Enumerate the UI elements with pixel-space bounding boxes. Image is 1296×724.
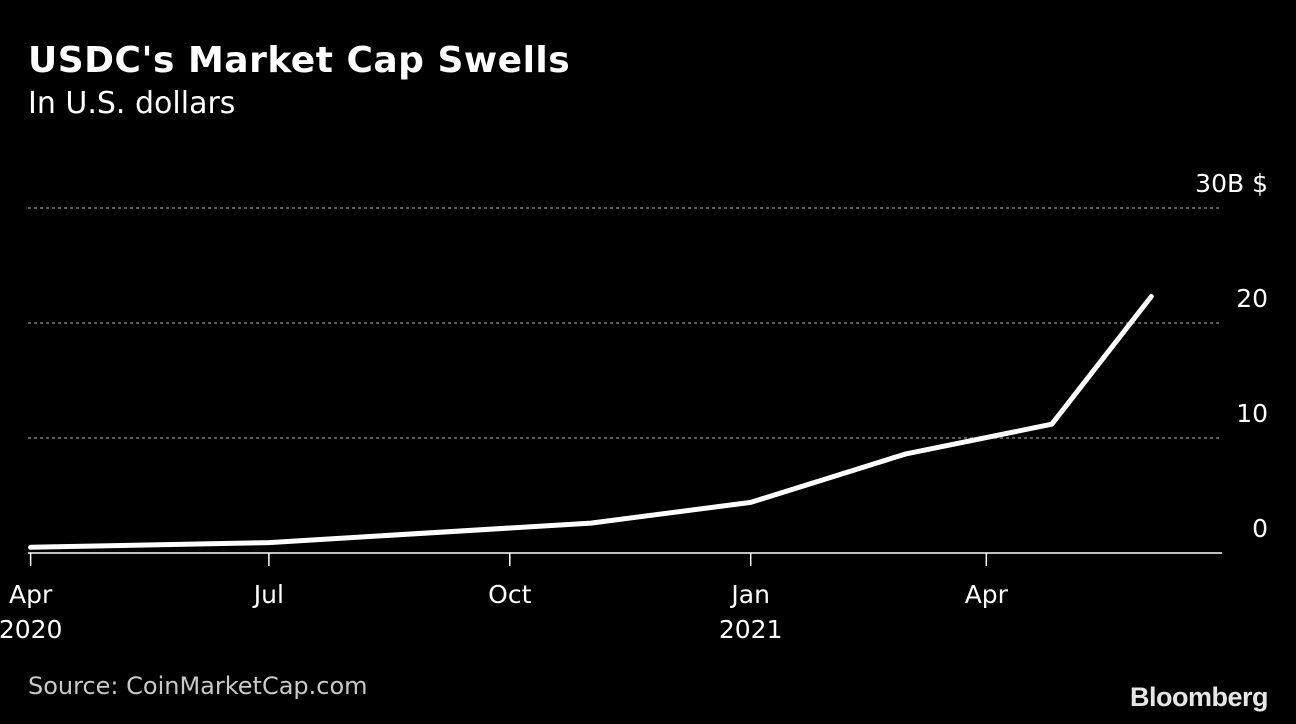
y-tick-label: 0 (1252, 514, 1268, 543)
series-line (28, 294, 1154, 550)
y-tick-label: 30B $ (1195, 169, 1268, 198)
series-layer (28, 294, 1154, 550)
y-tick-label: 20 (1236, 284, 1268, 313)
x-axis: Apr 2020 Jul Oct Jan 2021 Apr (0, 553, 1009, 644)
chart-title: USDC's Market Cap Swells (28, 40, 571, 81)
x-tick-label: Jul (252, 580, 284, 609)
y-axis-labels: 30B $ 20 10 0 (1195, 169, 1268, 543)
x-tick-year-label: 2020 (0, 615, 62, 644)
y-tick-label: 10 (1236, 399, 1268, 428)
chart-subtitle: In U.S. dollars (28, 86, 236, 121)
x-tick-label: Jan (729, 580, 770, 609)
x-tick-label: Apr (9, 580, 53, 609)
x-tick-year-label: 2021 (719, 615, 783, 644)
source-note: Source: CoinMarketCap.com (28, 672, 368, 700)
grid-lines (28, 207, 1222, 554)
bloomberg-logo: Bloomberg (1129, 682, 1269, 712)
x-tick-label: Apr (965, 580, 1009, 609)
x-tick-label: Oct (488, 580, 531, 609)
